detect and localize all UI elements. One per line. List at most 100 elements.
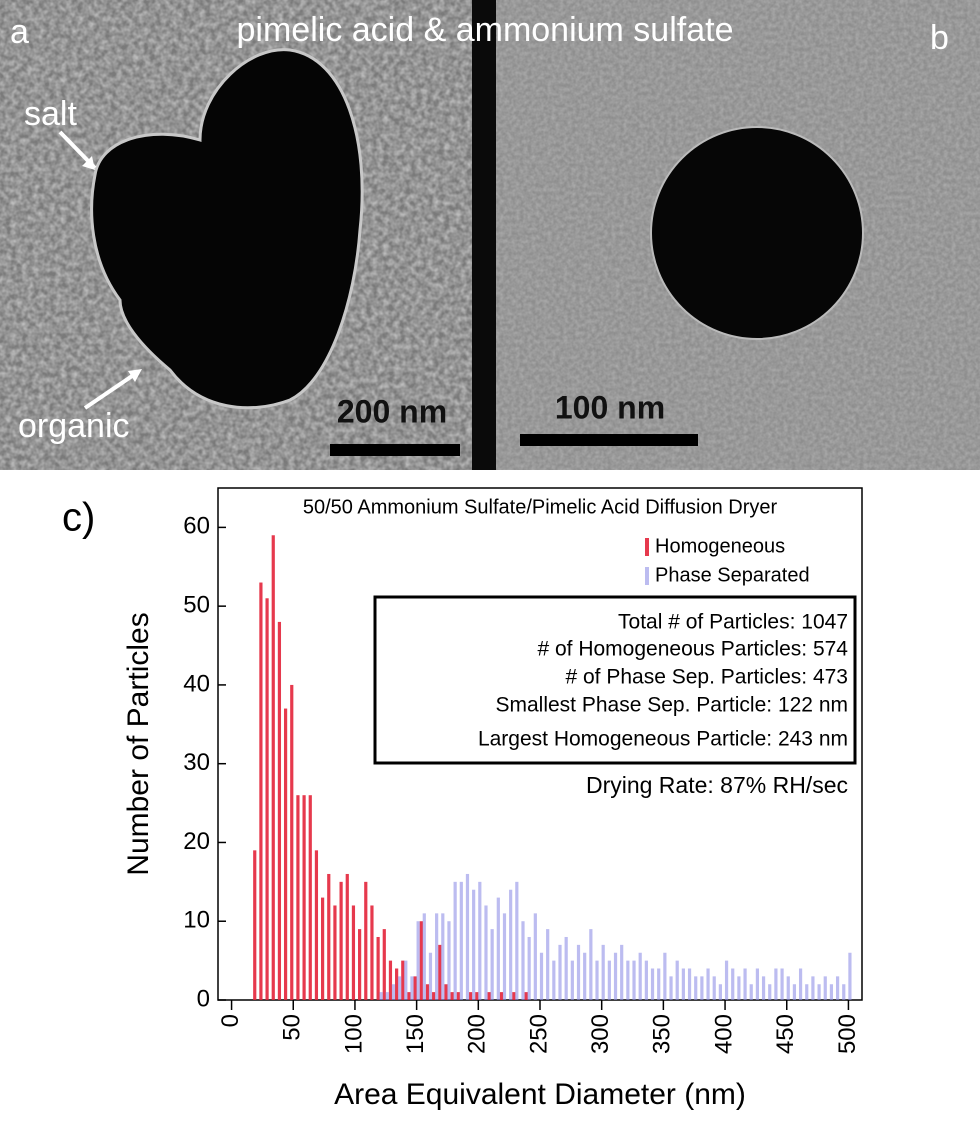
y-tick-label: 10 bbox=[183, 907, 210, 934]
annotation: # of Phase Sep. Particles: 473 bbox=[565, 666, 848, 689]
bar bbox=[521, 921, 525, 1000]
bar bbox=[379, 992, 383, 1000]
bar bbox=[404, 960, 408, 1000]
panel-label: c) bbox=[62, 496, 95, 540]
bar bbox=[798, 968, 803, 1000]
bar bbox=[283, 708, 288, 1000]
legend-label: Homogeneous bbox=[655, 535, 785, 557]
figure-title: pimelic acid & ammonium sulfate bbox=[237, 11, 734, 49]
x-tick-label: 450 bbox=[772, 1014, 799, 1054]
x-axis-label: Area Equivalent Diameter (nm) bbox=[334, 1078, 746, 1111]
bar bbox=[743, 968, 747, 1000]
x-tick-label: 250 bbox=[525, 1014, 552, 1054]
bar bbox=[527, 936, 531, 1000]
bar bbox=[805, 984, 809, 1000]
bar bbox=[620, 944, 624, 1000]
bar bbox=[583, 952, 587, 1000]
y-tick-label: 20 bbox=[183, 828, 210, 855]
y-axis-label: Number of Particles bbox=[122, 612, 155, 875]
bar bbox=[259, 582, 263, 1000]
bar bbox=[391, 984, 396, 1000]
bar bbox=[657, 968, 661, 1000]
y-tick-label: 30 bbox=[183, 749, 210, 776]
bar bbox=[271, 535, 275, 1000]
bar bbox=[438, 944, 442, 1000]
bar bbox=[570, 960, 574, 1000]
bar bbox=[496, 897, 500, 1000]
panel-label: a bbox=[10, 13, 29, 51]
tem-images: a pimelic acid & ammonium sulfate b salt… bbox=[0, 0, 980, 470]
x-tick-label: 150 bbox=[402, 1014, 429, 1054]
bar bbox=[607, 960, 611, 1000]
bar bbox=[395, 968, 399, 1000]
bar bbox=[419, 921, 423, 1000]
bar bbox=[345, 873, 349, 1000]
y-tick-label: 40 bbox=[183, 670, 210, 697]
x-tick-label: 400 bbox=[710, 1014, 737, 1054]
bar bbox=[407, 992, 411, 1000]
bar bbox=[731, 968, 735, 1000]
x-tick-label: 350 bbox=[649, 1014, 676, 1054]
arrow-head bbox=[128, 369, 142, 382]
scale-bar bbox=[520, 434, 698, 446]
bar bbox=[339, 881, 343, 1000]
annotation: # of Homogeneous Particles: 574 bbox=[537, 638, 848, 661]
bar bbox=[848, 952, 852, 1000]
bar bbox=[456, 992, 460, 1000]
bar bbox=[576, 944, 581, 1000]
bar bbox=[694, 976, 698, 1000]
bar bbox=[296, 795, 300, 1000]
bar bbox=[552, 960, 556, 1000]
y-tick-label: 0 bbox=[197, 985, 210, 1012]
bar bbox=[650, 968, 655, 1000]
bar bbox=[478, 881, 482, 1000]
bar bbox=[512, 992, 516, 1000]
bar bbox=[370, 905, 374, 1000]
bar bbox=[786, 976, 790, 1000]
bar bbox=[539, 952, 544, 1000]
bar bbox=[333, 905, 337, 1000]
bar bbox=[675, 960, 679, 1000]
bar bbox=[823, 976, 827, 1000]
bar bbox=[638, 952, 642, 1000]
bar bbox=[509, 889, 513, 1000]
bar bbox=[277, 621, 282, 1000]
bar bbox=[524, 992, 528, 1000]
bar bbox=[265, 598, 269, 1000]
annotation: Drying Rate: 87% RH/sec bbox=[586, 772, 848, 798]
bar bbox=[382, 929, 386, 1000]
y-tick-label: 50 bbox=[183, 591, 210, 618]
bar bbox=[428, 952, 433, 1000]
bar bbox=[450, 992, 454, 1000]
bar bbox=[302, 795, 306, 1000]
bar bbox=[253, 850, 257, 1000]
particle-b bbox=[650, 126, 864, 340]
bar bbox=[749, 984, 753, 1000]
scale-label: 200 nm bbox=[337, 393, 447, 429]
bar bbox=[453, 881, 457, 1000]
panel-divider bbox=[472, 0, 496, 470]
x-tick-label: 0 bbox=[217, 1014, 244, 1027]
bar bbox=[441, 913, 445, 1000]
bar bbox=[327, 873, 331, 1000]
bar bbox=[499, 992, 504, 1000]
bar bbox=[842, 984, 846, 1000]
bar bbox=[416, 921, 420, 1000]
scale-label: 100 nm bbox=[555, 389, 665, 425]
bar bbox=[632, 960, 636, 1000]
y-tick-label: 60 bbox=[183, 513, 210, 540]
annotation: organic bbox=[18, 407, 130, 445]
bar bbox=[589, 929, 593, 1000]
bar bbox=[422, 913, 426, 1000]
bar bbox=[687, 968, 692, 1000]
bar bbox=[718, 984, 722, 1000]
bar bbox=[595, 960, 599, 1000]
bar bbox=[829, 984, 834, 1000]
bar bbox=[475, 992, 479, 1000]
bar bbox=[811, 976, 815, 1000]
legend-swatch bbox=[645, 567, 649, 585]
bar bbox=[314, 850, 319, 1000]
annotation: salt bbox=[24, 95, 77, 133]
bar bbox=[413, 976, 417, 1000]
bar bbox=[465, 873, 470, 1000]
